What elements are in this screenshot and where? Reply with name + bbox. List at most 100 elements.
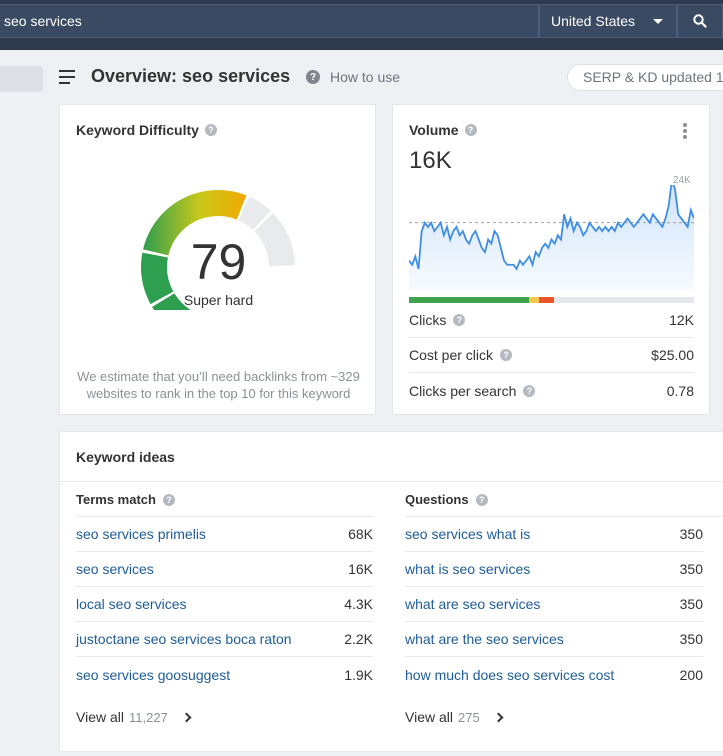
keyword-link[interactable]: seo services goosuggest: [76, 666, 231, 683]
keyword-volume: 4.3K: [344, 596, 373, 612]
country-select-label: United States: [551, 13, 636, 29]
list-item: what are the seo services 350: [405, 622, 703, 657]
view-all-label: View all: [405, 709, 453, 725]
kd-help-icon[interactable]: ?: [204, 124, 217, 136]
search-button[interactable]: [677, 4, 723, 38]
keyword-link[interactable]: justoctane seo services boca raton: [76, 631, 292, 647]
country-select[interactable]: United States: [539, 4, 677, 38]
page-title: Overview: seo services: [91, 66, 291, 86]
list-item: what is seo services 350: [405, 552, 703, 587]
kd-backlinks-note: We estimate that you’ll need backlinks f…: [77, 369, 360, 401]
metric-row-cpc: Cost per click ? $25.00: [409, 338, 694, 373]
search-input[interactable]: [4, 5, 524, 37]
keyword-link[interactable]: seo services primelis: [76, 526, 206, 542]
search-box: [0, 4, 539, 38]
gauge-segment: [141, 252, 174, 305]
caret-down-icon: [653, 19, 663, 24]
keyword-ideas-card: Keyword ideas Terms match ? Questions ? …: [59, 431, 723, 752]
terms-match-header: Terms match ?: [76, 492, 175, 507]
terms-match-title: Terms match: [76, 492, 156, 507]
keyword-volume: 200: [679, 666, 703, 683]
questions-title: Questions: [405, 492, 469, 507]
volume-title-wrap: Volume ?: [409, 122, 477, 138]
chevron-right-icon: [181, 712, 192, 722]
view-all-count: 11,227: [129, 709, 168, 725]
terms-match-help-icon[interactable]: ?: [162, 493, 175, 506]
volume-trend-line: [409, 185, 694, 271]
cps-help-icon[interactable]: ?: [523, 384, 536, 397]
keyword-volume: 350: [679, 631, 703, 647]
search-icon: [693, 14, 707, 28]
chevron-right-icon: [493, 712, 504, 722]
volume-trend-area: [409, 185, 694, 290]
keyword-volume: 16K: [348, 561, 373, 577]
keyword-link[interactable]: how much does seo services cost: [405, 666, 615, 683]
list-item: seo services what is 350: [405, 517, 703, 552]
divider: [60, 481, 723, 482]
metric-value: 0.78: [666, 382, 694, 399]
divider: [76, 516, 373, 517]
metric-value: $25.00: [651, 347, 694, 363]
terms-match-view-all[interactable]: View all 11,227: [76, 709, 192, 725]
volume-card: Volume ? 16K 24K Clicks ? 12K Cost per c…: [392, 104, 710, 415]
metric-label: Clicks per search: [409, 382, 517, 399]
gauge-segment: [143, 190, 247, 256]
intent-bar-segment: [409, 297, 529, 303]
gauge-segment: [254, 213, 295, 266]
keyword-link[interactable]: what are the seo services: [405, 631, 564, 647]
view-all-count: 275: [458, 709, 480, 725]
metric-value: 12K: [669, 312, 694, 328]
sidebar-collapsed[interactable]: [0, 66, 43, 92]
keyword-volume: 1.9K: [344, 666, 373, 683]
list-item: seo services goosuggest 1.9K: [76, 657, 373, 692]
keyword-difficulty-card: Keyword Difficulty ? 79 Super hard We es…: [59, 104, 376, 415]
gauge-segment: [238, 196, 271, 230]
keyword-volume: 350: [679, 561, 703, 577]
serp-update-status[interactable]: SERP & KD updated 1: [567, 64, 723, 91]
keyword-volume: 2.2K: [344, 631, 373, 647]
volume-trend-chart: [409, 185, 694, 290]
list-item: justoctane seo services boca raton 2.2K: [76, 622, 373, 657]
gauge-segment: [152, 293, 191, 310]
keyword-link[interactable]: seo services what is: [405, 526, 531, 542]
keyword-link[interactable]: what are seo services: [405, 596, 541, 612]
keyword-ideas-title: Keyword ideas: [76, 449, 175, 465]
keyword-volume: 350: [679, 596, 703, 612]
kd-title-wrap: Keyword Difficulty ?: [76, 122, 217, 138]
volume-title: Volume: [409, 122, 459, 138]
volume-axis-max: 24K: [673, 175, 691, 186]
volume-value: 16K: [409, 147, 452, 174]
keyword-link[interactable]: seo services: [76, 561, 154, 577]
list-item: what are seo services 350: [405, 587, 703, 622]
intent-bar-segment: [528, 297, 539, 303]
intent-bar-segment: [538, 297, 555, 303]
top-bar: United States: [0, 0, 723, 50]
kd-score: 79: [190, 234, 247, 290]
kd-gauge: [141, 190, 295, 310]
keyword-link[interactable]: local seo services: [76, 596, 187, 612]
metric-label: Cost per click: [409, 347, 494, 363]
questions-view-all[interactable]: View all 275: [405, 709, 504, 725]
menu-icon[interactable]: [59, 70, 75, 84]
questions-header: Questions ?: [405, 492, 488, 507]
cpc-help-icon[interactable]: ?: [500, 349, 513, 361]
keyword-link[interactable]: what is seo services: [405, 561, 531, 577]
list-item: how much does seo services cost 200: [405, 657, 703, 692]
keyword-volume: 350: [679, 526, 703, 542]
list-item: local seo services 4.3K: [76, 587, 373, 622]
view-all-label: View all: [76, 709, 124, 725]
questions-help-icon[interactable]: ?: [475, 493, 488, 506]
divider: [405, 516, 723, 517]
more-options-icon[interactable]: [683, 123, 687, 141]
help-icon[interactable]: ?: [306, 70, 320, 84]
metric-row-cps: Clicks per search ? 0.78: [409, 373, 694, 408]
kd-title: Keyword Difficulty: [76, 122, 199, 138]
volume-help-icon[interactable]: ?: [464, 124, 477, 136]
kd-score-label: Super hard: [183, 292, 254, 308]
intent-bar: [409, 297, 694, 303]
how-to-use-link[interactable]: How to use: [330, 69, 401, 85]
metric-label: Clicks: [409, 312, 447, 328]
clicks-help-icon[interactable]: ?: [453, 314, 466, 326]
list-item: seo services primelis 68K: [76, 517, 373, 552]
metric-row-clicks: Clicks ? 12K: [409, 303, 694, 338]
